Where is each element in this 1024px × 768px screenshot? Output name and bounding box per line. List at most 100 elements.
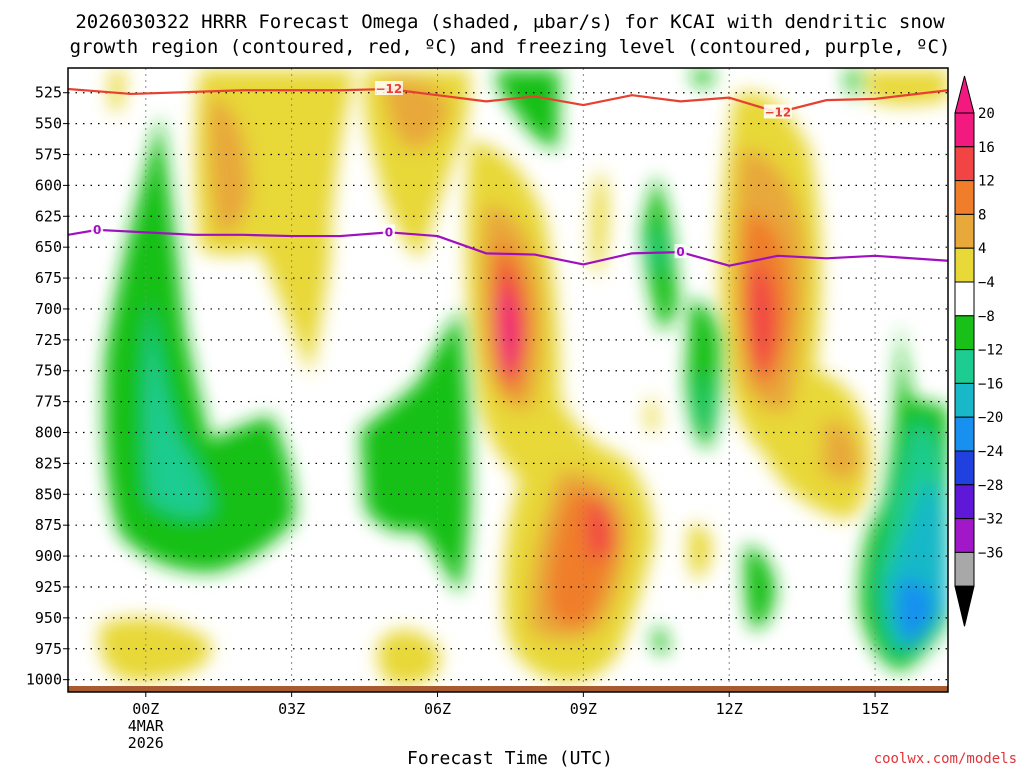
ground-surface-band xyxy=(68,686,948,692)
y-tick-label-525: 525 xyxy=(35,84,62,102)
contour-label-bg xyxy=(382,224,395,239)
x-tick-label-00Z: 00Z xyxy=(132,700,159,718)
x-axis-title: Forecast Time (UTC) xyxy=(407,748,613,768)
sinking-motion-areas xyxy=(104,70,948,672)
x-tick-label-12Z: 12Z xyxy=(716,700,743,718)
y-tick-label-775: 775 xyxy=(35,393,62,411)
colorbar-swatch-10 xyxy=(954,450,975,486)
omega-region-small-rising-3 xyxy=(646,395,658,433)
colorbar-label-13: −36 xyxy=(978,545,1003,561)
freezing-level-label: 0 xyxy=(93,223,101,237)
y-tick-label-975: 975 xyxy=(35,640,62,658)
y-tick-label-875: 875 xyxy=(35,516,62,534)
omega-region-lowlevel-rising xyxy=(99,617,212,682)
y-tick-label-900: 900 xyxy=(35,547,62,565)
y-tick-label-800: 800 xyxy=(35,424,62,442)
rising-motion-areas xyxy=(99,70,948,686)
omega-region-mid-sinking xyxy=(360,310,471,595)
colorbar-swatch-7 xyxy=(954,349,975,384)
omega-minus8-east-b xyxy=(700,370,708,435)
omega-16-lower xyxy=(587,495,612,559)
colorbar-swatch-4 xyxy=(954,247,975,283)
omega-region-top-sinking-a xyxy=(495,70,560,150)
colorbar-swatch-13 xyxy=(954,551,975,587)
y-tick-label-725: 725 xyxy=(35,331,62,349)
x-tick-label-15Z: 15Z xyxy=(862,700,889,718)
omega-region-lowlevel-rising-2 xyxy=(377,629,441,686)
colorbar-label-1: 16 xyxy=(978,140,995,156)
omega-region-small-rising-2 xyxy=(688,524,712,580)
colorbar-bottom-arrow xyxy=(954,585,975,627)
y-tick-label-700: 700 xyxy=(35,300,62,318)
colorbar-swatch-12 xyxy=(954,518,975,553)
colorbar-swatch-8 xyxy=(954,382,975,418)
omega-region-small-rising-1 xyxy=(591,170,608,275)
colorbar-label-0: 20 xyxy=(978,106,995,122)
x-tick-year: 2026 xyxy=(128,734,164,752)
x-tick-date: 4MAR xyxy=(128,717,165,735)
y-tick-label-1000: 1000 xyxy=(26,671,62,689)
title-line-1: 2026030322 HRRR Forecast Omega (shaded, … xyxy=(75,11,945,33)
colorbar-label-7: −12 xyxy=(978,343,1003,359)
y-tick-label-650: 650 xyxy=(35,238,62,256)
credit-text: coolwx.com/models xyxy=(874,751,1017,767)
y-tick-label-675: 675 xyxy=(35,269,62,287)
colorbar-label-4: 4 xyxy=(978,241,986,257)
omega-region-east-sinking-d xyxy=(653,625,668,654)
colorbar-swatch-2 xyxy=(954,180,975,215)
omega-region-east-sinking-c xyxy=(744,545,776,630)
y-tick-label-925: 925 xyxy=(35,578,62,596)
colorbar-swatch-5 xyxy=(954,281,975,317)
x-tick-label-06Z: 06Z xyxy=(424,700,451,718)
omega-8-upper-a xyxy=(208,95,250,236)
freezing-level-contour xyxy=(68,228,948,267)
omega-minus8-east-a xyxy=(653,225,662,275)
y-tick-label-850: 850 xyxy=(35,485,62,503)
omega-minus8-west xyxy=(144,300,212,517)
colorbar-label-10: −24 xyxy=(978,444,1003,460)
colorbar-label-2: 12 xyxy=(978,174,995,190)
contours: −12 −12 0 0 0 xyxy=(68,81,948,267)
colorbar-top-arrow xyxy=(954,75,975,114)
contour-label-bg xyxy=(674,244,687,259)
y-tick-label-825: 825 xyxy=(35,454,62,472)
grid xyxy=(68,68,948,692)
x-tick-label-03Z: 03Z xyxy=(278,700,305,718)
omega-region-top-right-rising xyxy=(860,70,948,105)
y-tick-label-750: 750 xyxy=(35,362,62,380)
y-tick-label-950: 950 xyxy=(35,609,62,627)
contour-label-bg xyxy=(91,221,104,236)
omega-shading xyxy=(99,70,948,686)
colorbar-label-11: −28 xyxy=(978,478,1003,494)
colorbar-label-3: 8 xyxy=(978,207,986,223)
colorbar-swatch-3 xyxy=(954,213,975,249)
colorbar-label-9: −20 xyxy=(978,410,1003,426)
freezing-level-label: 0 xyxy=(676,245,684,259)
colorbar: 20 16 12 8 4 −4 −8 −12 −16 −20 −24 −28 −32 −36 xyxy=(954,75,1003,627)
y-axis: 525 550 575 600 625 650 675 700 725 750 775 800 825 8… xyxy=(26,84,68,689)
colorbar-label-8: −16 xyxy=(978,376,1003,392)
contour-label-bg xyxy=(374,81,403,96)
y-tick-label-600: 600 xyxy=(35,176,62,194)
omega-8-east-2 xyxy=(822,420,860,480)
snow-growth-contour xyxy=(68,87,948,114)
plot-frame xyxy=(67,67,949,693)
omega-region-upper-rising-c xyxy=(110,70,125,110)
colorbar-label-6: −8 xyxy=(978,309,995,325)
colorbar-label-5: −4 xyxy=(978,275,995,291)
x-tick-label-09Z: 09Z xyxy=(570,700,597,718)
omega-8-upper-b xyxy=(385,79,450,150)
y-tick-label-625: 625 xyxy=(35,207,62,225)
colorbar-swatch-6 xyxy=(954,315,975,351)
colorbar-swatch-0 xyxy=(954,112,975,148)
y-tick-label-575: 575 xyxy=(35,145,62,163)
snow-growth-label: −12 xyxy=(764,105,791,119)
title-line-2: growth region (contoured, red, ºC) and f… xyxy=(70,36,951,58)
colorbar-swatch-9 xyxy=(954,416,975,452)
colorbar-swatch-11 xyxy=(954,484,975,520)
colorbar-swatch-1 xyxy=(954,146,975,182)
omega-minus16-far-east xyxy=(897,579,935,645)
omega-region-top-sinking-b xyxy=(690,70,715,88)
